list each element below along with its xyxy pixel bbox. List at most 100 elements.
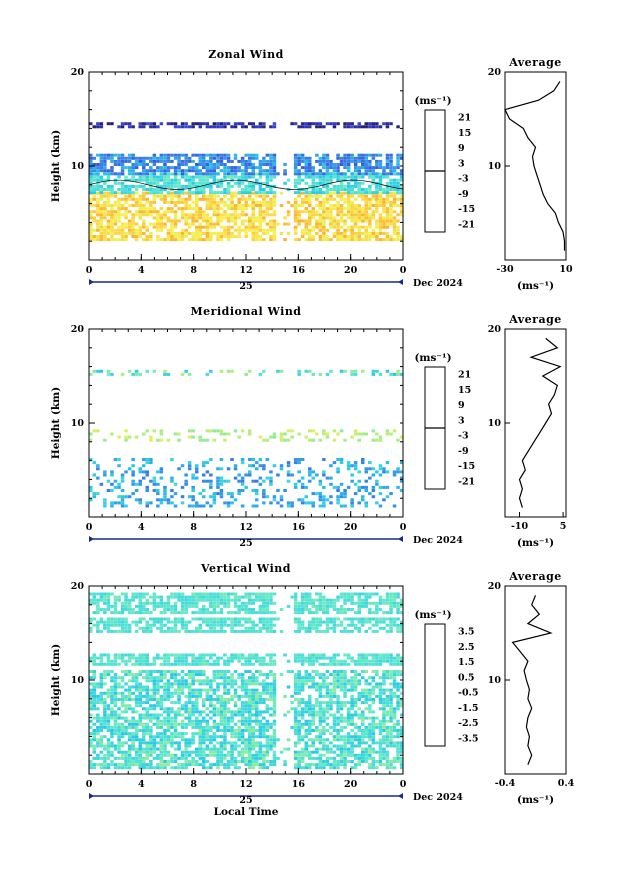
heatmap-cell: [191, 505, 195, 508]
heatmap-cell: [252, 235, 256, 238]
heatmap-cell: [237, 726, 241, 729]
heatmap-cell: [121, 154, 125, 157]
heatmap-cell: [146, 707, 150, 710]
heatmap-cell: [389, 154, 393, 157]
heatmap-cell: [379, 741, 383, 744]
heatmap-cell: [149, 720, 153, 723]
heatmap-cell: [333, 198, 337, 201]
heatmap-cell: [139, 172, 143, 175]
heatmap-cell: [135, 704, 139, 707]
heatmap-cell: [333, 204, 337, 207]
heatmap-cell: [244, 679, 248, 682]
heatmap-cell: [191, 710, 195, 713]
heatmap-cell: [146, 157, 150, 160]
heatmap-cell: [319, 207, 323, 210]
heatmap-cell: [114, 698, 118, 701]
heatmap-cell: [209, 763, 213, 766]
heatmap-cell: [329, 695, 333, 698]
heatmap-cell: [117, 763, 121, 766]
heatmap-cell: [100, 154, 104, 157]
heatmap-cell: [117, 486, 121, 489]
heatmap-cell: [283, 654, 287, 657]
heatmap-cell: [139, 213, 143, 216]
heatmap-cell: [255, 720, 259, 723]
heatmap-cell: [206, 238, 210, 241]
heatmap-cell: [305, 748, 309, 751]
heatmap-cell: [174, 157, 178, 160]
heatmap-cell: [156, 698, 160, 701]
heatmap-cell: [135, 695, 139, 698]
heatmap-cell: [230, 501, 234, 504]
heatmap-cell: [114, 692, 118, 695]
heatmap-cell: [110, 745, 114, 748]
heatmap-cell: [227, 492, 231, 495]
y-axis-label: Height (km): [50, 130, 62, 202]
heatmap-cell: [382, 232, 386, 235]
heatmap-cell: [107, 172, 111, 175]
heatmap-cell: [167, 185, 171, 188]
heatmap-cell: [312, 216, 316, 219]
heatmap-cell: [103, 663, 107, 666]
heatmap-cell: [93, 686, 97, 689]
heatmap-cell: [248, 657, 252, 660]
heatmap-cell: [262, 122, 266, 125]
heatmap-cell: [294, 689, 298, 692]
heatmap-cell: [340, 679, 344, 682]
heatmap-cell: [326, 763, 330, 766]
heatmap-cell: [206, 172, 210, 175]
heatmap-cell: [393, 232, 397, 235]
heatmap-cell: [170, 673, 174, 676]
heatmap-cell: [128, 689, 131, 692]
heatmap-cell: [294, 216, 298, 219]
heatmap-cell: [170, 501, 174, 504]
heatmap-cell: [368, 751, 372, 754]
heatmap-cell: [389, 760, 393, 763]
heatmap-cell: [153, 663, 157, 666]
heatmap-cell: [191, 169, 195, 172]
heatmap-cell: [96, 201, 100, 204]
heatmap-cell: [110, 489, 114, 492]
heatmap-cell: [269, 726, 273, 729]
heatmap-cell: [216, 238, 220, 241]
heatmap-cell: [160, 166, 164, 169]
heatmap-cell: [358, 682, 362, 685]
heatmap-cell: [213, 172, 217, 175]
heatmap-cell: [156, 470, 160, 473]
heatmap-cell: [160, 670, 164, 673]
heatmap-cell: [350, 735, 354, 738]
heatmap-cell: [252, 192, 256, 195]
heatmap-cell: [216, 670, 220, 673]
heatmap-cell: [343, 757, 347, 760]
heatmap-cell: [163, 766, 167, 769]
heatmap-cell: [191, 474, 195, 477]
heatmap-cell: [188, 654, 192, 657]
heatmap-cell: [241, 714, 245, 717]
heatmap-cell: [329, 757, 333, 760]
heatmap-cell: [216, 760, 220, 763]
heatmap-cell: [124, 207, 128, 210]
heatmap-cell: [273, 169, 277, 172]
heatmap-cell: [294, 204, 298, 207]
heatmap-cell: [305, 122, 309, 125]
heatmap-cell: [100, 698, 104, 701]
heatmap-cell: [107, 657, 111, 660]
heatmap-cell: [361, 125, 365, 128]
heatmap-cell: [139, 216, 143, 219]
heatmap-cell: [163, 748, 167, 751]
heatmap-cell: [142, 198, 146, 201]
heatmap-cell: [142, 470, 146, 473]
heatmap-cell: [89, 235, 93, 238]
heatmap-cell: [103, 676, 107, 679]
heatmap-cell: [124, 160, 128, 163]
heatmap-cell: [365, 729, 369, 732]
heatmap-cell: [386, 163, 390, 166]
heatmap-cell: [107, 630, 111, 633]
heatmap-cell: [315, 492, 319, 495]
heatmap-cell: [365, 698, 369, 701]
heatmap-cell: [372, 657, 376, 660]
heatmap-cell: [184, 738, 188, 741]
heatmap-cell: [266, 201, 270, 204]
heatmap-cell: [305, 157, 309, 160]
heatmap-cell: [241, 220, 245, 223]
heatmap-cell: [114, 195, 118, 198]
